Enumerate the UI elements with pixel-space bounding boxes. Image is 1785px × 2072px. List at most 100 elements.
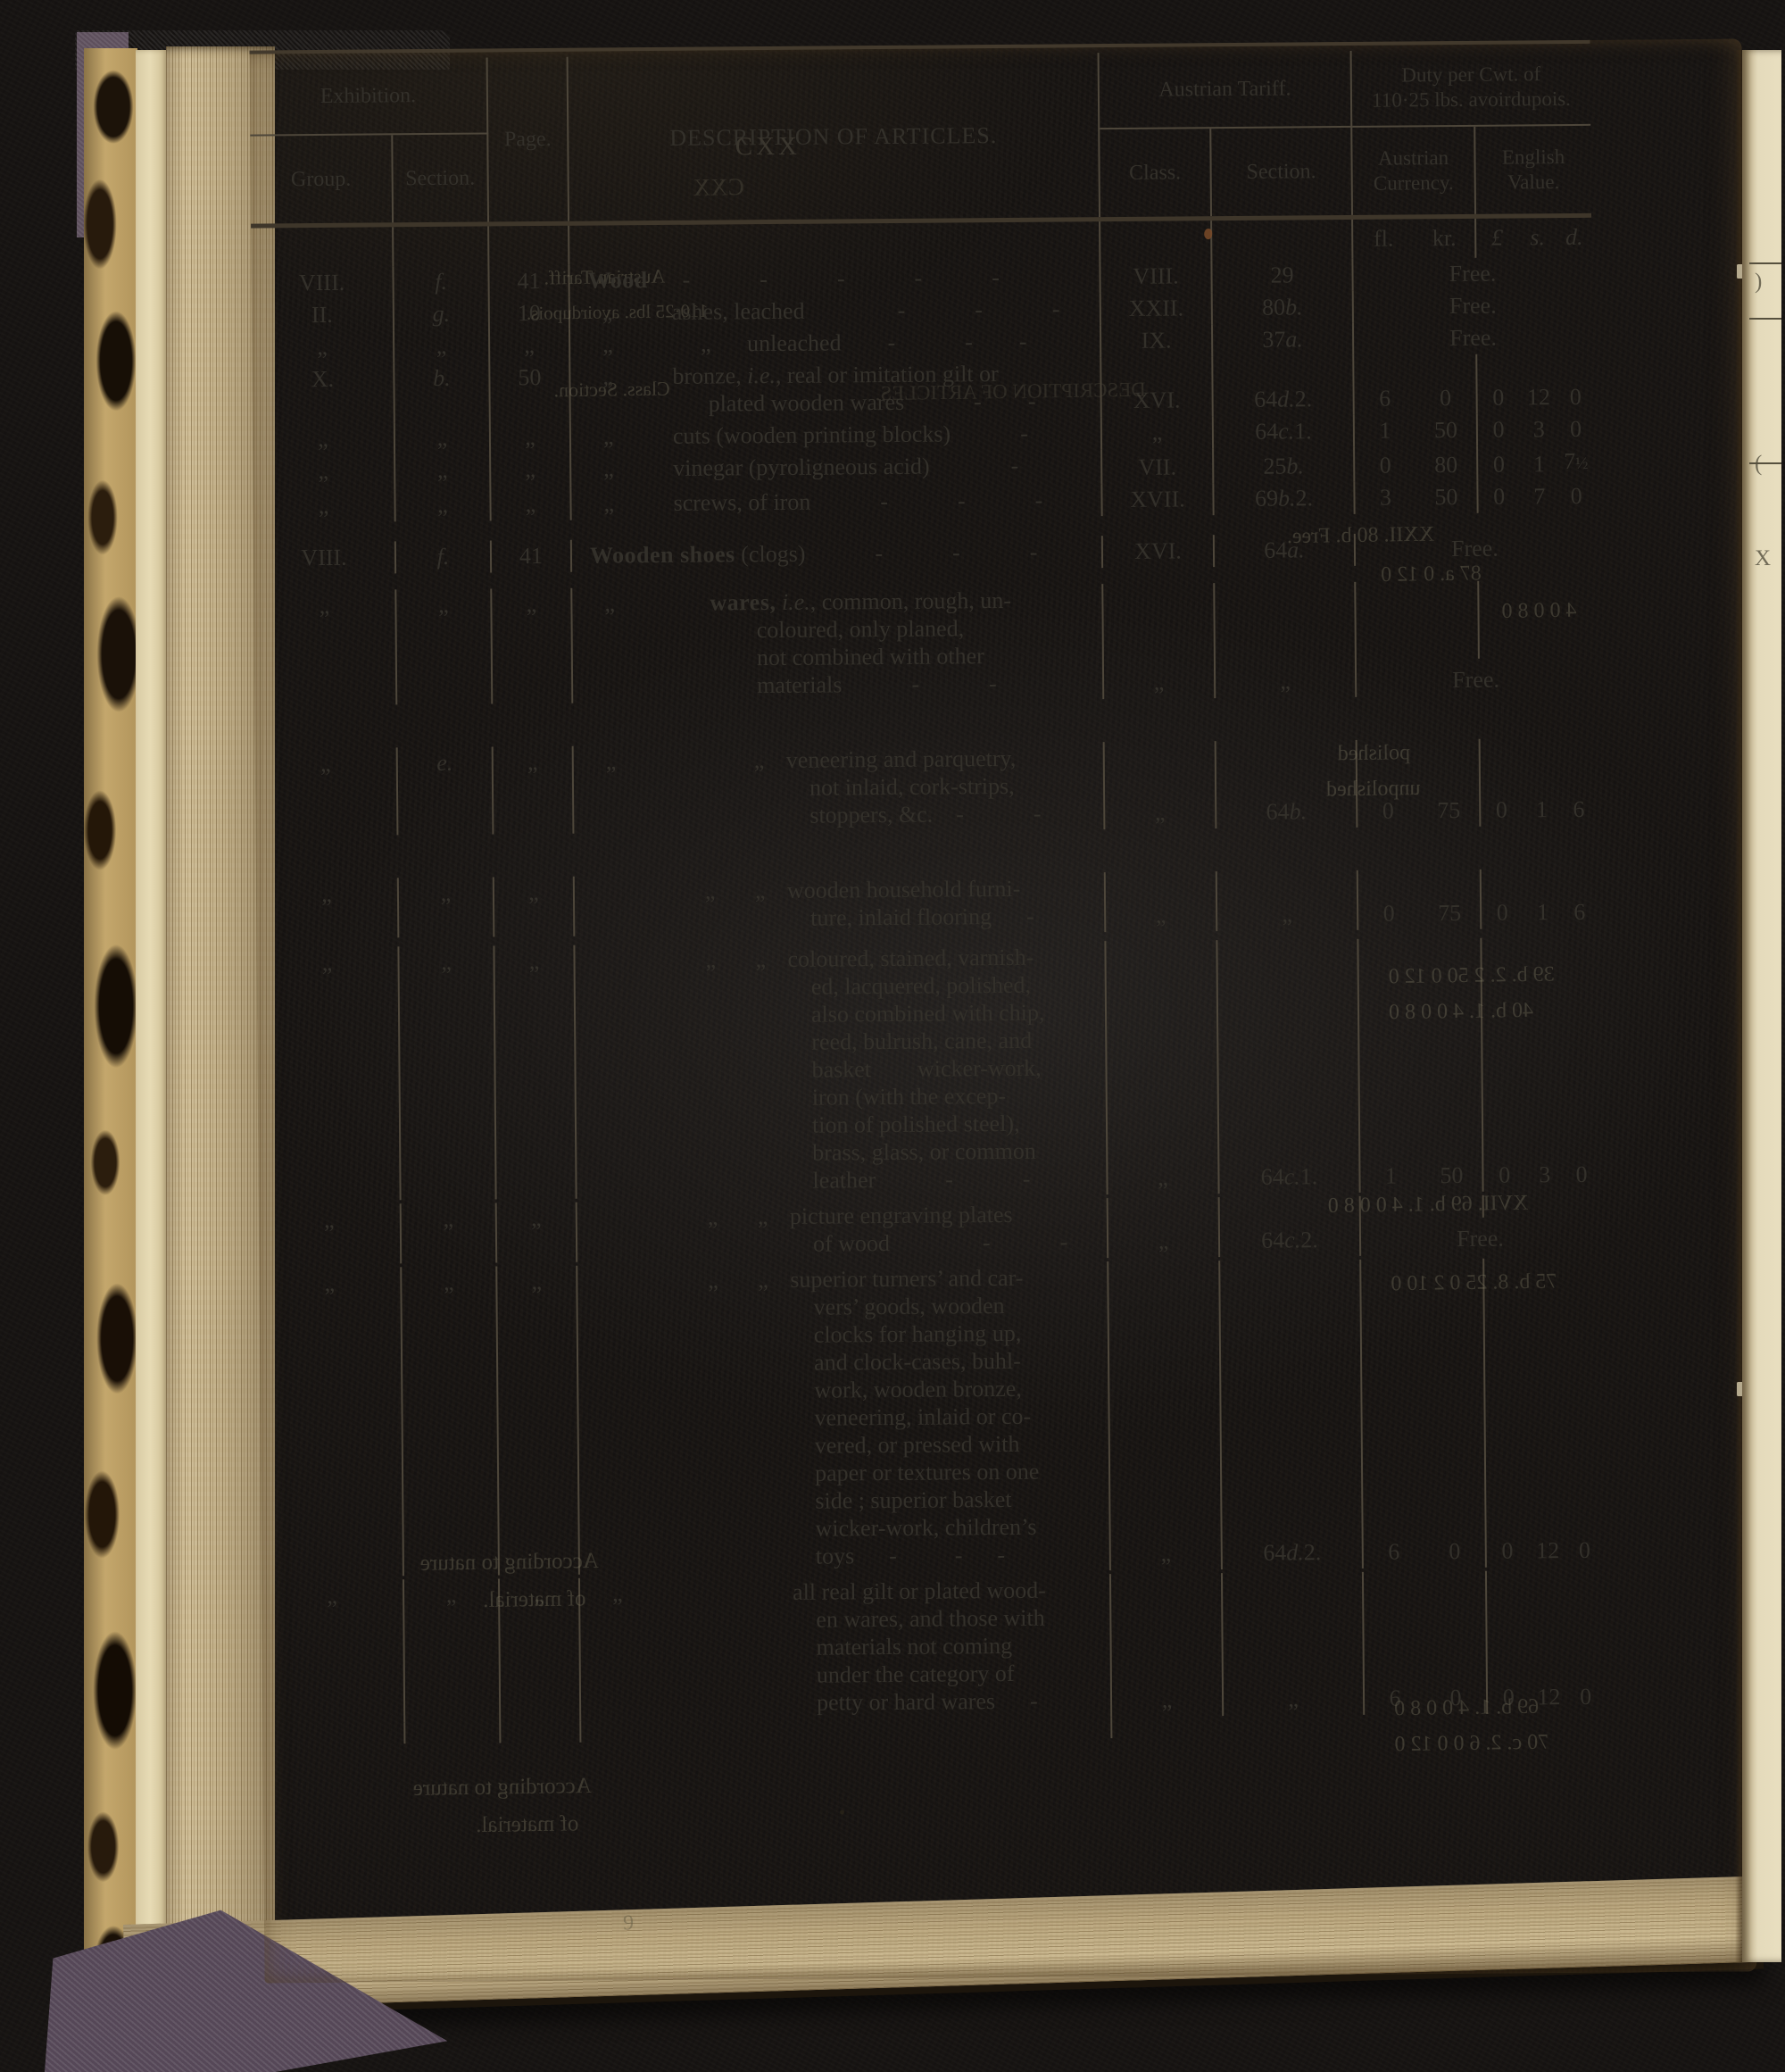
cell-exhibition-section: „ [394,329,491,363]
cell-tariff-section: 25 b. [1214,446,1356,484]
cell-exhibition-group: VIII. [251,266,394,300]
duty-pence: 6 [1573,795,1585,822]
column-header-english-value: English Value. [1501,146,1565,194]
ghost-text: 40 b. 1. 4 0 0 8 0 [1388,998,1534,1025]
cell-exhibition-group: „ [254,747,399,836]
cell-tariff-section: 29 [1212,258,1354,293]
ink-speck [1204,229,1213,240]
cell-tariff-class: „ [1110,1573,1225,1718]
gutter-crease [1735,50,1744,1962]
ditto-mark: „ [708,1267,719,1294]
unit-florin: fl. [1373,225,1394,252]
cell-description: „ „ superior turners’ and car- vers’ goods… [577,1261,1111,1575]
unit-shilling: s. [1530,224,1545,251]
ghost-text: According to nature [412,1773,592,1801]
duty-pounds: 0 [1492,384,1505,411]
cell-exhibition-group: „ [256,946,402,1202]
duty-kreuzers: 0 [1440,385,1452,412]
table-row: „ „ „ „ „ wooden household furni- ture, inlai… [255,869,1597,939]
column-header-tariff-section: Section. [1211,127,1354,217]
duty-pence: 6 [1573,898,1586,925]
cell-duty-free: Free. [1449,292,1497,320]
unit-kreuzer: kr. [1432,224,1457,252]
cell-tariff-class: „ [1108,1261,1223,1571]
cell-exhibition-group: „ [253,589,398,706]
facing-page-rule [1749,462,1781,464]
duty-kreuzers: 75 [1438,899,1462,927]
facing-page-rule [1749,318,1781,320]
duty-shillings: 3 [1532,416,1545,443]
cell-page-ref: „ [494,876,576,937]
cell-tariff-section: 80 b. [1212,290,1354,325]
ditto-mark: „ [758,1267,769,1294]
cell-exhibition-section: f. [394,265,490,299]
cell-exhibition-section: b. [394,362,491,423]
ditto-mark: „ [707,1203,718,1230]
book-page: Austrian Tariff. 110·25 lbs. avoirdupois.… [249,38,1757,1984]
cell-tariff-class: „ [1108,1197,1221,1259]
ghost-text: unpolished [1325,776,1421,802]
duty-florins: 6 [1379,385,1391,412]
ditto-mark: „ [701,330,711,357]
duty-pence: 0 [1575,1161,1588,1187]
ghost-text: 75 b. 8. 25 0 2 10 0 [1391,1269,1557,1296]
ditto-mark: „ [754,878,766,904]
ditto-mark: „ [611,1580,623,1607]
cell-tariff-class: XVII. [1102,483,1215,517]
cell-tariff-class: VIII. [1100,260,1213,294]
cell-tariff-section: 64 d. 2. [1220,1259,1364,1570]
cell-page-ref: „ [492,587,574,704]
cell-description: „ vinegar (pyroligneous acid) - [571,449,1103,488]
ghost-text: of material. [482,1586,586,1612]
duty-pounds: 0 [1492,416,1505,443]
cell-tariff-class: „ [1106,940,1220,1195]
paper-speck [840,1810,845,1815]
table-row: X. b. 50 „ bronze, i.e., real or imitation g… [252,354,1592,424]
ghost-text: of material. [475,1811,579,1838]
cell-exhibition-group: „ [251,330,395,364]
column-header-austrian-currency: Austrian Currency. [1352,126,1477,215]
ditto-mark: „ [704,878,716,904]
duty-pence: 0 [1570,482,1582,509]
cell-description: „ „ coloured, stained, varnish- ed, lacque… [575,941,1108,1199]
cell-tariff-class: „ [1104,741,1217,830]
cell-exhibition-section: f. [395,540,493,574]
cell-description: „ all real gilt or plated wood- en wares,… [579,1574,1113,1721]
duty-kreuzers: 0 [1449,1537,1461,1565]
cell-description: „ wares, i.e., common, rough, un- coloure… [572,584,1105,703]
cell-tariff-class: „ [1101,416,1215,450]
cell-description: „ screws, of iron - - - [571,484,1103,520]
cell-description: „ „ wooden household furni- ture, inlaid f… [574,872,1107,936]
ditto-mark: „ [602,363,614,390]
cell-exhibition-group: „ [258,1203,403,1265]
facing-page-fragment: X [1755,546,1772,570]
cell-description: „ „ picture engraving plates of wood - - [577,1198,1109,1262]
cell-exhibition-group: „ [261,1579,406,1724]
cell-description: „ „ unleached - - - [569,325,1102,362]
duty-pounds: 0 [1493,483,1506,510]
duty-shillings: 7 [1533,483,1546,510]
cell-page-ref: 41 [491,539,573,573]
cell-tariff-section: 64 c. 1. [1213,414,1356,449]
ditto-mark: „ [604,590,616,617]
cell-duty-austrian: 0 80 [1355,445,1479,482]
cell-tariff-section: „ [1215,581,1357,699]
cell-page-ref: „ [489,329,571,362]
cell-tariff-section: „ [1216,870,1359,932]
cell-tariff-section: 69 b. 2. [1214,481,1356,516]
cell-description: „ „ veneering and parquetry, not inlaid, c… [573,742,1106,834]
cell-tariff-class: VII. [1102,448,1215,485]
cell-exhibition-section: „ [395,454,492,490]
cell-tariff-class: „ [1103,583,1216,700]
cell-exhibition-section: „ [399,945,497,1201]
ditto-mark: „ [603,455,614,482]
cell-page-ref: „ [491,453,572,489]
ditto-mark: „ [602,423,614,450]
cell-description: Wooden shoes (clogs) - - - [571,536,1104,572]
facing-page-rule [1749,262,1781,264]
unit-pence: d. [1565,223,1583,251]
column-header-class: Class. [1100,129,1213,218]
